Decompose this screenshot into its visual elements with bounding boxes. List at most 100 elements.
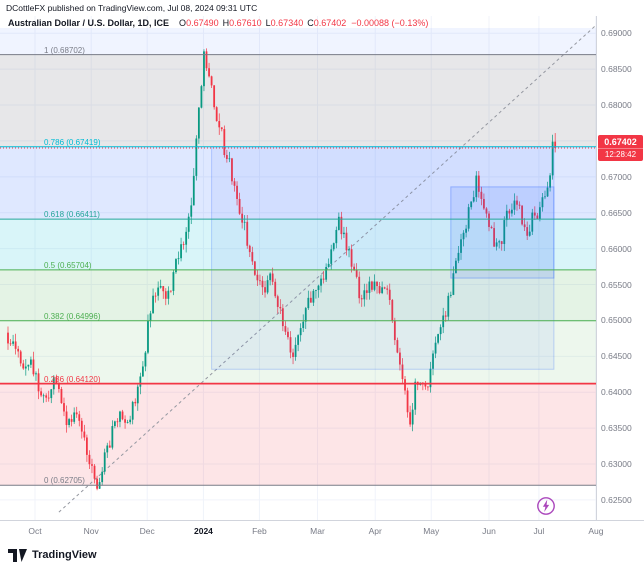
candle-body [276,296,279,307]
candle-body [544,196,546,198]
price-tick-label: 0.62500 [601,494,632,505]
drawn-boxes[interactable] [211,146,555,370]
fib-level-label: 0.382 (0.64996) [44,311,101,321]
candle-body [228,158,231,160]
low-label: L [265,18,271,28]
candle-body [197,107,200,139]
time-scale[interactable]: Oct Nov Dec 2024 Feb Mar Apr May Jun Jul Aug [0,520,644,544]
time-tick-label: Mar [310,526,325,536]
fib-lines[interactable] [0,54,596,486]
candle-body [180,244,182,259]
candle-body [251,252,254,262]
candle-body [73,412,76,422]
candle-body [465,228,467,233]
candle-body [108,445,111,448]
candle-body [281,308,284,327]
candle-body [134,401,137,404]
candle-body [488,213,490,227]
candle-body [45,395,48,398]
candle-body [424,384,427,387]
candle-body [480,191,483,199]
candle-body [24,366,27,369]
candle-body [182,244,185,246]
close-value: 0.67402 [313,18,347,28]
trendline[interactable] [58,24,597,513]
candle-body [187,216,190,232]
publish-bar: DCottleFX published on TradingView.com, … [0,0,644,16]
candle-body [335,229,338,244]
fib-level-label: 0 (0.62705) [44,476,85,486]
tradingview-logo-icon[interactable] [8,548,27,562]
price-tick-label: 0.66500 [601,207,632,218]
candle-body [47,397,50,399]
candle-body [452,273,455,295]
price-scale[interactable]: 0.690000.685000.680000.675000.670000.665… [596,16,644,520]
range-box[interactable] [450,186,555,279]
candle-body [495,242,498,247]
candle-body [539,207,541,220]
candle-body [439,327,442,335]
candle-body [365,290,368,293]
candle-body [164,291,167,299]
candle-body [40,391,42,396]
candle-body [551,141,554,176]
fib-level-label: 0.5 (0.65704) [44,260,92,270]
candle-body [383,287,386,289]
candle-body [253,261,256,275]
symbol-legend[interactable]: Australian Dollar / U.S. Dollar, 1D, ICE… [8,18,428,28]
candle-body [340,216,343,235]
candle-body [241,213,244,223]
candle-body [320,278,322,286]
candle-body [404,379,406,391]
candle-body [113,421,116,427]
candle-body [157,287,160,296]
candle-body [200,86,203,108]
brand-name[interactable]: TradingView [32,549,97,561]
candle-body [116,421,119,423]
candle-body [549,175,551,188]
candle-body [68,419,70,426]
candle-body [518,204,521,206]
candle-body [208,68,210,77]
candle-body [274,281,277,297]
candle-body [279,306,282,309]
candle-body [386,288,389,290]
price-tick-label: 0.65500 [601,279,632,290]
candle-body [203,51,205,87]
candle-body [536,215,539,220]
candle-body [355,269,358,277]
time-tick-label: Jun [482,526,496,536]
candle-body [172,272,175,291]
price-tick-label: 0.67000 [601,171,632,182]
candle-body [78,414,81,421]
last-price-value: 0.67402 [604,136,637,147]
candle-body [243,221,246,223]
candle-body [554,141,557,148]
candle-body [101,471,104,483]
candle-body [152,295,154,314]
price-tick-label: 0.64000 [601,387,632,398]
candle-body [131,401,134,420]
candle-body [449,294,452,296]
candle-body [401,364,404,380]
price-tick-label: 0.63500 [601,423,632,434]
candle-body [220,127,223,130]
range-box[interactable] [211,146,555,370]
candle-body [139,376,142,387]
candle-body [147,320,149,353]
price-tick-label: 0.69000 [601,28,632,39]
candle-body [177,258,180,260]
candle-body [343,232,345,235]
candle-body [83,431,86,438]
price-tick-label: 0.68500 [601,64,632,75]
candle-body [14,341,17,349]
candle-body [391,299,394,321]
candle-body [70,419,73,422]
candle-body [508,210,511,214]
high-value: 0.67610 [229,18,262,28]
footer-bar: TradingView [0,543,644,567]
fib-level-label: 0.236 (0.64120) [44,374,101,384]
candle-body [175,259,177,273]
candle-body [388,289,391,300]
